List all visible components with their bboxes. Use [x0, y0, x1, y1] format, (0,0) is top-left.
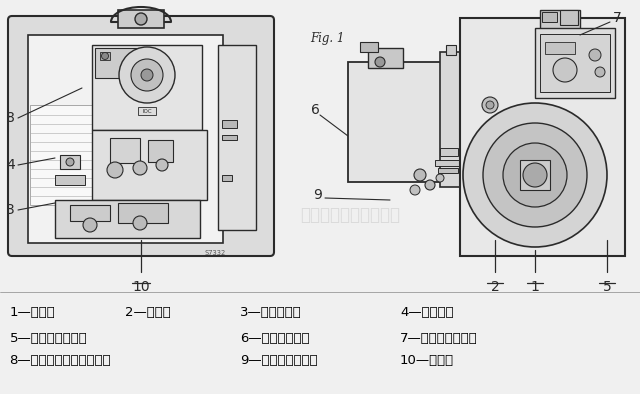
Text: 7—燃烧头调节螺丝: 7—燃烧头调节螺丝: [400, 331, 477, 344]
Circle shape: [463, 103, 607, 247]
Text: IOC: IOC: [142, 108, 152, 113]
Text: 8: 8: [6, 111, 15, 125]
Text: 5: 5: [603, 280, 611, 294]
Text: 4: 4: [6, 158, 15, 172]
Text: 2: 2: [491, 280, 499, 294]
Circle shape: [102, 52, 109, 59]
Bar: [440, 52, 462, 187]
Text: 3: 3: [6, 203, 15, 217]
Circle shape: [425, 180, 435, 190]
Bar: [92, 130, 207, 200]
Circle shape: [486, 101, 494, 109]
Circle shape: [107, 162, 123, 178]
Circle shape: [553, 58, 577, 82]
Circle shape: [482, 97, 498, 113]
Bar: [535, 28, 615, 98]
Circle shape: [503, 143, 567, 207]
Bar: [360, 42, 378, 52]
Text: 6: 6: [310, 103, 319, 117]
Circle shape: [523, 163, 547, 187]
Bar: [92, 45, 202, 130]
Text: 7: 7: [612, 11, 621, 25]
Text: 10—增压缸: 10—增压缸: [400, 353, 454, 366]
Bar: [440, 148, 458, 156]
Bar: [60, 155, 80, 169]
Bar: [138, 107, 156, 115]
Bar: [70, 205, 110, 221]
Bar: [30, 105, 102, 205]
Bar: [118, 203, 168, 223]
Circle shape: [595, 67, 605, 77]
Circle shape: [119, 47, 175, 103]
Bar: [222, 135, 237, 140]
Text: 6—液压传动装置: 6—液压传动装置: [240, 331, 310, 344]
Bar: [218, 45, 256, 230]
Bar: [148, 140, 173, 162]
Circle shape: [83, 218, 97, 232]
Bar: [55, 200, 200, 238]
Circle shape: [483, 123, 587, 227]
Circle shape: [141, 69, 153, 81]
Bar: [348, 62, 443, 182]
Text: 9: 9: [314, 188, 323, 202]
Bar: [460, 18, 625, 256]
Bar: [520, 160, 550, 190]
Circle shape: [414, 169, 426, 181]
Text: 8—锁定指示灯及复位按鈕: 8—锁定指示灯及复位按鈕: [10, 353, 111, 366]
Text: 5—进油压力表接口: 5—进油压力表接口: [10, 331, 87, 344]
Bar: [222, 175, 232, 181]
Text: 建心电子科技有限公司: 建心电子科技有限公司: [300, 206, 400, 224]
Bar: [438, 168, 458, 173]
Bar: [435, 160, 460, 166]
FancyBboxPatch shape: [8, 16, 274, 256]
Bar: [55, 175, 85, 185]
Bar: [100, 52, 110, 60]
Text: 2—进油管: 2—进油管: [125, 305, 170, 318]
Circle shape: [436, 174, 444, 182]
Circle shape: [131, 59, 163, 91]
Circle shape: [135, 13, 147, 25]
Circle shape: [589, 49, 601, 61]
Bar: [95, 48, 150, 78]
Bar: [118, 10, 164, 28]
Circle shape: [133, 161, 147, 175]
Circle shape: [66, 158, 74, 166]
Bar: [446, 45, 456, 55]
Bar: [540, 34, 610, 92]
Text: 3—压力表接口: 3—压力表接口: [240, 305, 301, 318]
Bar: [222, 120, 237, 128]
Text: S7332: S7332: [204, 250, 226, 256]
Text: Fig. 1: Fig. 1: [310, 32, 344, 45]
Text: 10: 10: [132, 280, 150, 294]
Circle shape: [156, 159, 168, 171]
Text: 4—调压螺钉: 4—调压螺钉: [400, 305, 454, 318]
Bar: [560, 10, 578, 25]
Bar: [368, 48, 403, 68]
Bar: [545, 42, 575, 54]
Circle shape: [410, 185, 420, 195]
Bar: [542, 12, 557, 22]
Text: 1—回油管: 1—回油管: [10, 305, 55, 318]
Bar: [540, 10, 580, 32]
Bar: [28, 35, 223, 243]
Circle shape: [375, 57, 385, 67]
Circle shape: [133, 216, 147, 230]
Text: 9—带密封坠的法兰: 9—带密封坠的法兰: [240, 353, 317, 366]
Bar: [110, 138, 140, 163]
Text: 1: 1: [531, 280, 540, 294]
